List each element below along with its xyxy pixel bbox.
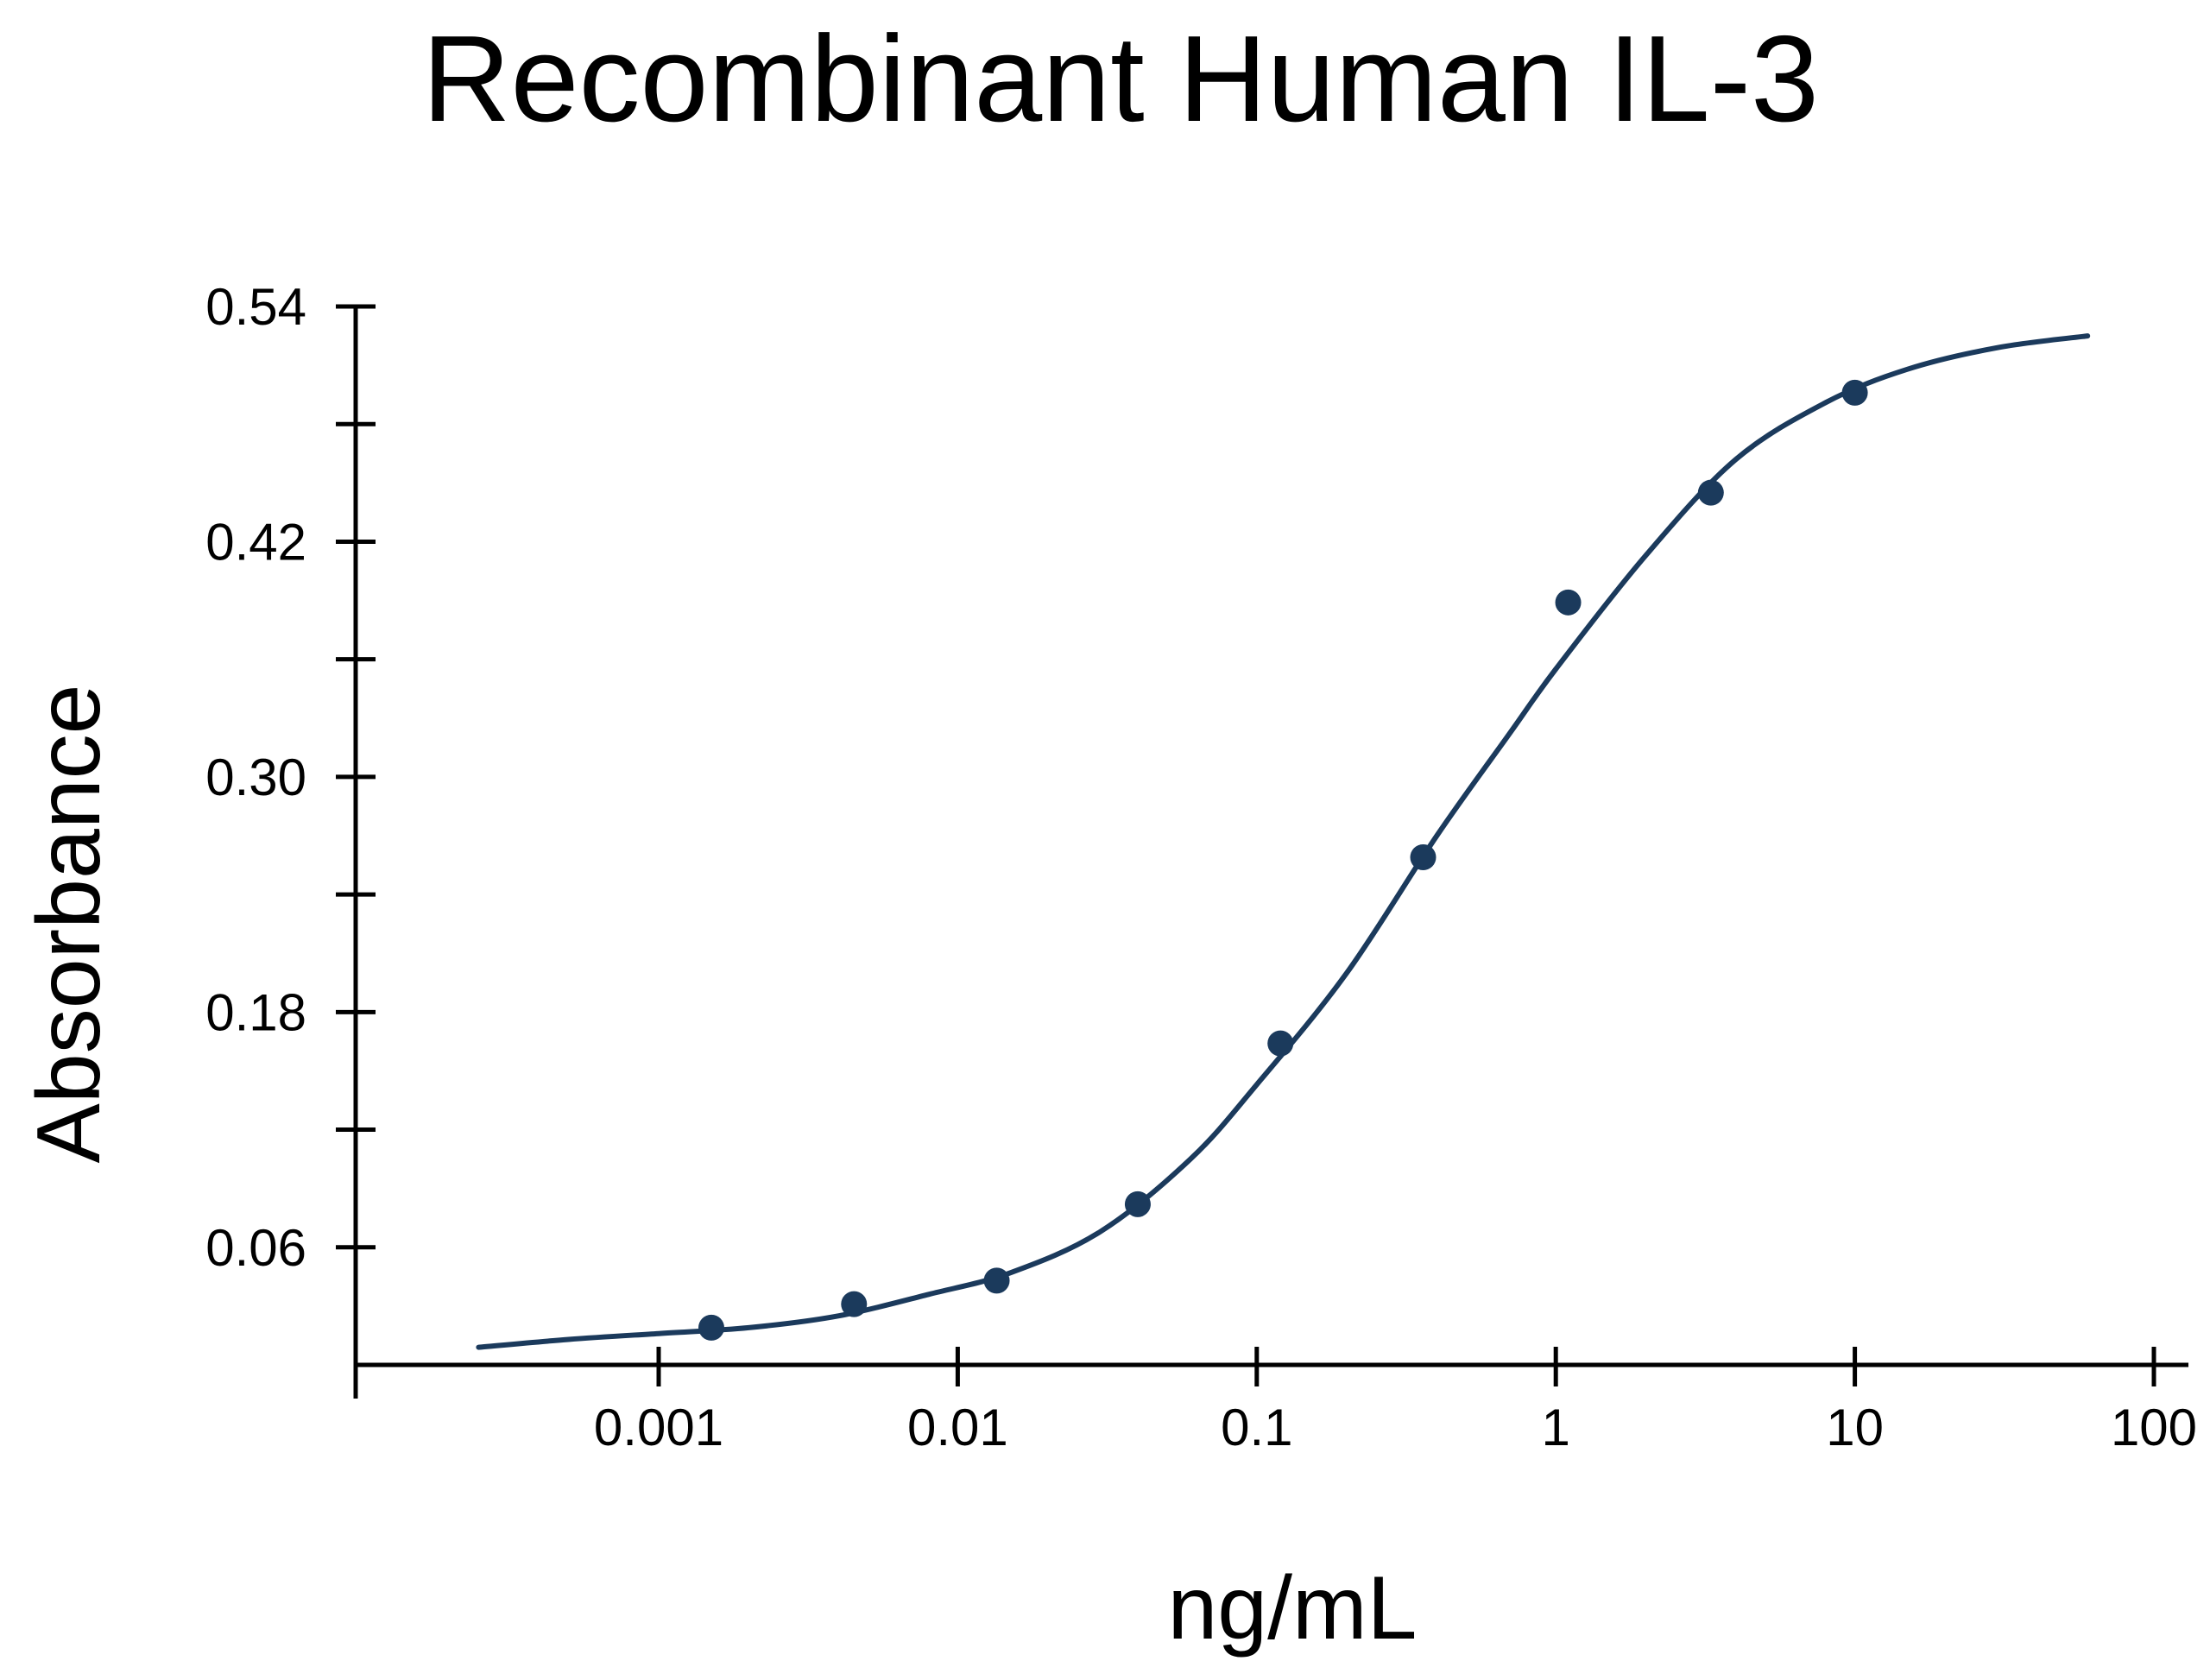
data-point (841, 1291, 868, 1317)
y-axis-title: Absorbance (19, 684, 119, 1163)
data-point (1697, 479, 1724, 506)
x-tick-label: 1 (1542, 1399, 1570, 1456)
data-point (698, 1314, 724, 1341)
data-point (1841, 379, 1868, 406)
data-point (1410, 843, 1436, 870)
data-points-layer (698, 379, 1868, 1341)
fit-curve (476, 333, 2091, 1350)
x-axis-ticks: 0.001 0.01 0.1 1 10 100 (594, 1347, 2197, 1456)
fit-curve-layer (476, 333, 2091, 1350)
y-tick-label: 0.54 (205, 278, 306, 336)
x-axis-title: ng/mL (1167, 1558, 1417, 1658)
x-tick-label: 100 (2111, 1399, 2197, 1456)
y-tick-label: 0.42 (205, 513, 306, 571)
x-tick-label: 0.1 (1221, 1399, 1292, 1456)
data-point (1124, 1191, 1151, 1217)
x-tick-label: 0.001 (594, 1399, 723, 1456)
x-tick-label: 10 (1826, 1399, 1884, 1456)
chart-title: Recombinant Human IL-3 (422, 10, 1819, 148)
x-tick-label: 0.01 (907, 1399, 1008, 1456)
y-tick-label: 0.06 (205, 1219, 306, 1277)
data-point (1555, 589, 1582, 616)
y-tick-label: 0.18 (205, 983, 306, 1041)
data-point (983, 1267, 1010, 1294)
data-point (1267, 1030, 1294, 1057)
y-axis-ticks: 0.06 0.18 0.30 0.42 0.54 (205, 278, 376, 1277)
y-tick-label: 0.30 (205, 748, 306, 806)
